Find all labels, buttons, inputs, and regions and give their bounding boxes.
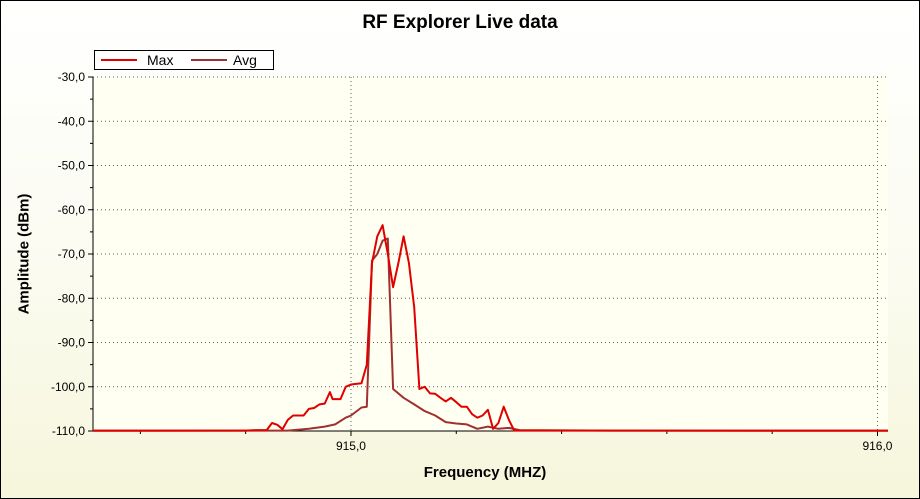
- legend-label-avg: Avg: [233, 52, 257, 68]
- y-tick-label: -40,0: [58, 114, 86, 128]
- y-tick-label: -90,0: [58, 336, 86, 350]
- y-tick-label: -110,0: [52, 424, 85, 438]
- y-tick-label: -100,0: [51, 380, 85, 394]
- x-axis-label: Frequency (MHZ): [423, 464, 547, 481]
- series-line-max: [93, 224, 888, 432]
- chart-title: RF Explorer Live data: [362, 12, 558, 33]
- y-tick-label: -30,0: [58, 70, 86, 84]
- legend-label-max: Max: [147, 52, 174, 68]
- legend-swatch-max: [101, 59, 137, 61]
- legend-swatch-avg: [191, 59, 227, 61]
- plot-background: [93, 77, 888, 431]
- y-tick-label: -80,0: [58, 291, 86, 305]
- y-tick-label: -60,0: [58, 203, 86, 217]
- x-tick-label: 915,0: [336, 439, 366, 453]
- chart-legend: Max Avg: [94, 50, 274, 70]
- y-tick-label: -50,0: [58, 159, 86, 173]
- x-tick-label: 916,0: [862, 439, 892, 453]
- y-tick-label: -70,0: [58, 247, 86, 261]
